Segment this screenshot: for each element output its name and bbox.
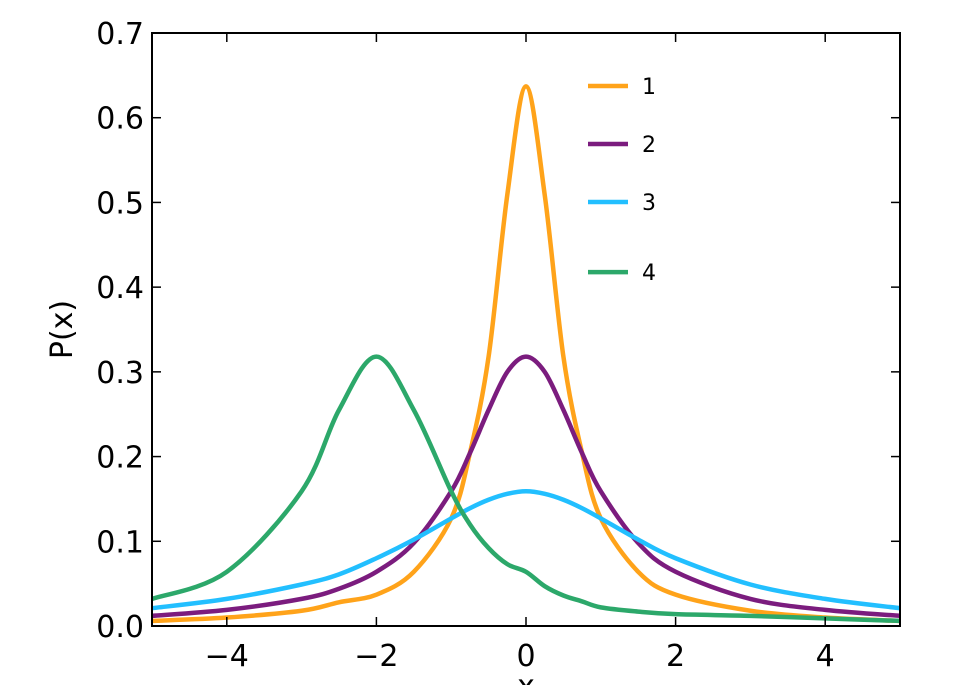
x-tick-label: −2 — [354, 639, 398, 674]
series-line-2 — [152, 354, 900, 619]
legend-label-3: 3 — [642, 191, 656, 216]
x-tick-label: 2 — [666, 639, 685, 674]
y-axis-label: P(x) — [45, 300, 80, 359]
series-layer — [152, 84, 900, 624]
ticks-layer: −4 −2 0 2 4 0.0 0.1 0.2 0.3 0.4 0.5 0.6 0.7 — [96, 17, 900, 674]
series-line-3 — [152, 489, 900, 611]
y-tick-label: 0.3 — [96, 356, 144, 391]
legend-label-4: 4 — [642, 261, 656, 286]
legend-label-1: 1 — [642, 75, 656, 100]
legend-label-2: 2 — [642, 133, 656, 158]
y-tick-label: 0.7 — [96, 17, 144, 52]
y-tick-label: 0.4 — [96, 271, 144, 306]
series-line-4 — [152, 354, 900, 624]
y-tick-label: 0.6 — [96, 102, 144, 137]
x-axis-label: x — [517, 669, 535, 685]
y-tick-label: 0.5 — [96, 186, 144, 221]
y-tick-label: 0.0 — [96, 610, 144, 645]
legend: 1 2 3 4 — [588, 75, 656, 286]
x-tick-label: 4 — [816, 639, 835, 674]
y-tick-label: 0.1 — [96, 525, 144, 560]
y-tick-label: 0.2 — [96, 441, 144, 476]
series-line-1 — [152, 84, 900, 624]
x-tick-label: −4 — [205, 639, 249, 674]
x-tick-label: 0 — [516, 639, 535, 674]
